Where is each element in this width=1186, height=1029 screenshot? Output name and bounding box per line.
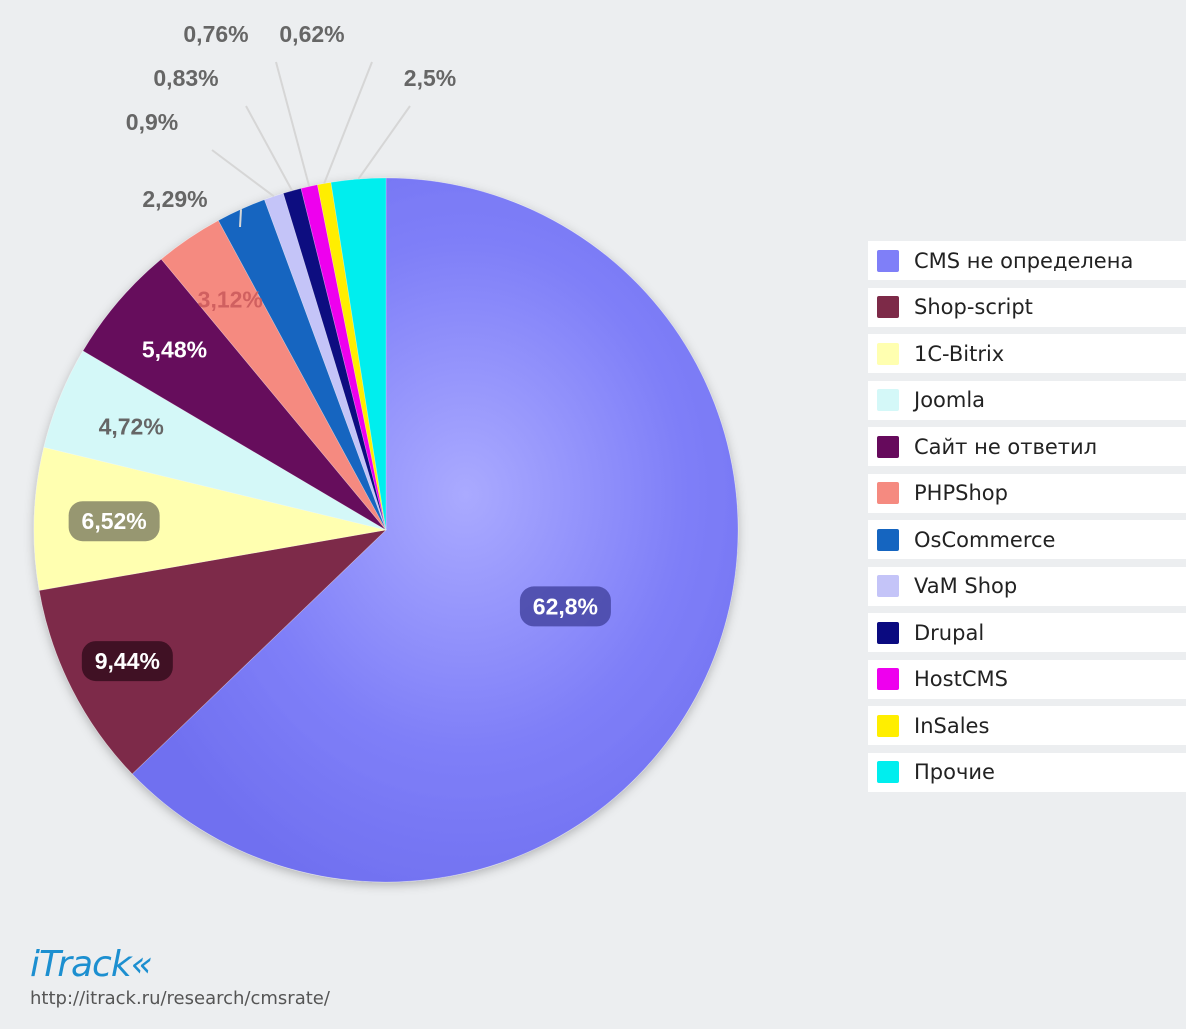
legend-item-joomla: Joomla bbox=[868, 380, 1186, 420]
leader-line-oscommerce bbox=[239, 209, 243, 228]
data-label-shop-script: 9,44% bbox=[95, 648, 160, 674]
legend-label: 1C-Bitrix bbox=[914, 341, 1005, 366]
legend-label: InSales bbox=[914, 713, 990, 738]
legend-label: Прочие bbox=[914, 760, 995, 784]
data-label-bg-cms-undetected bbox=[519, 586, 611, 627]
legend-swatch bbox=[877, 621, 899, 644]
pie-slice-cms-undetected bbox=[131, 177, 739, 883]
legend-swatch bbox=[877, 482, 899, 504]
data-label-drupal: 0,83% bbox=[153, 65, 218, 91]
leader-line-other bbox=[357, 105, 411, 180]
legend: CMS не определена Shop-script 1C-Bitrix Joo… bbox=[868, 241, 1186, 799]
data-label-other: 2,5% bbox=[404, 65, 456, 91]
data-label-phpshop: 3,12% bbox=[198, 287, 263, 313]
legend-swatch bbox=[877, 528, 899, 551]
data-label-oscommerce: 2,29% bbox=[142, 186, 207, 212]
legend-label: Сайт не ответил bbox=[914, 434, 1098, 459]
legend-label: CMS не определена bbox=[914, 248, 1134, 273]
legend-item-cms-undetected: CMS не определена bbox=[868, 241, 1186, 280]
legend-label: VaM Shop bbox=[914, 574, 1018, 598]
legend-swatch bbox=[877, 342, 899, 365]
legend-item-drupal: Drupal bbox=[868, 613, 1186, 652]
data-label-insales: 0,62% bbox=[279, 21, 344, 47]
legend-label: OsCommerce bbox=[914, 527, 1056, 552]
data-label-bg-1c-bitrix bbox=[68, 501, 160, 542]
legend-swatch bbox=[877, 668, 899, 690]
legend-label: Joomla bbox=[914, 388, 986, 412]
data-label-joomla: 4,72% bbox=[99, 414, 164, 440]
legend-item-oscommerce: OsCommerce bbox=[868, 520, 1186, 559]
legend-swatch bbox=[877, 714, 899, 737]
data-label-cms-undetected: 62,8% bbox=[533, 593, 598, 619]
pie-slice-shop-script bbox=[38, 529, 387, 775]
itrack-logo: iTrack« bbox=[30, 944, 153, 985]
legend-item-phpshop: PHPShop bbox=[868, 473, 1186, 513]
data-label-bg-shop-script bbox=[81, 641, 173, 682]
leader-line-drupal bbox=[245, 105, 294, 192]
legend-swatch bbox=[877, 575, 899, 597]
data-label-1c-bitrix: 6,52% bbox=[82, 508, 147, 534]
legend-item-hostcms: HostCMS bbox=[868, 659, 1186, 699]
legend-item-other: Прочие bbox=[868, 752, 1186, 792]
legend-item-1c-bitrix: 1C-Bitrix bbox=[868, 334, 1186, 373]
legend-item-shop-script: Shop-script bbox=[868, 287, 1186, 327]
legend-item-insales: InSales bbox=[868, 706, 1186, 745]
legend-swatch bbox=[877, 761, 899, 783]
legend-label: HostCMS bbox=[914, 667, 1008, 691]
data-label-vam-shop: 0,9% bbox=[126, 109, 178, 135]
pie-slice-1c-bitrix bbox=[33, 446, 387, 591]
legend-swatch bbox=[877, 435, 899, 458]
legend-swatch bbox=[877, 249, 899, 272]
leader-line-vam-shop bbox=[211, 149, 275, 198]
legend-label: Drupal bbox=[914, 620, 985, 645]
legend-item-site-no-response: Сайт не ответил bbox=[868, 427, 1186, 466]
leader-line-insales bbox=[323, 61, 373, 184]
legend-label: Shop-script bbox=[914, 295, 1033, 319]
data-label-hostcms: 0,76% bbox=[183, 21, 248, 47]
legend-swatch bbox=[877, 296, 899, 318]
legend-swatch bbox=[877, 389, 899, 411]
legend-label: PHPShop bbox=[914, 481, 1008, 505]
leader-line-hostcms bbox=[275, 61, 311, 187]
data-label-site-no-response: 5,48% bbox=[142, 337, 207, 363]
legend-item-vam-shop: VaM Shop bbox=[868, 566, 1186, 606]
source-url[interactable]: http://itrack.ru/research/cmsrate/ bbox=[30, 988, 330, 1009]
